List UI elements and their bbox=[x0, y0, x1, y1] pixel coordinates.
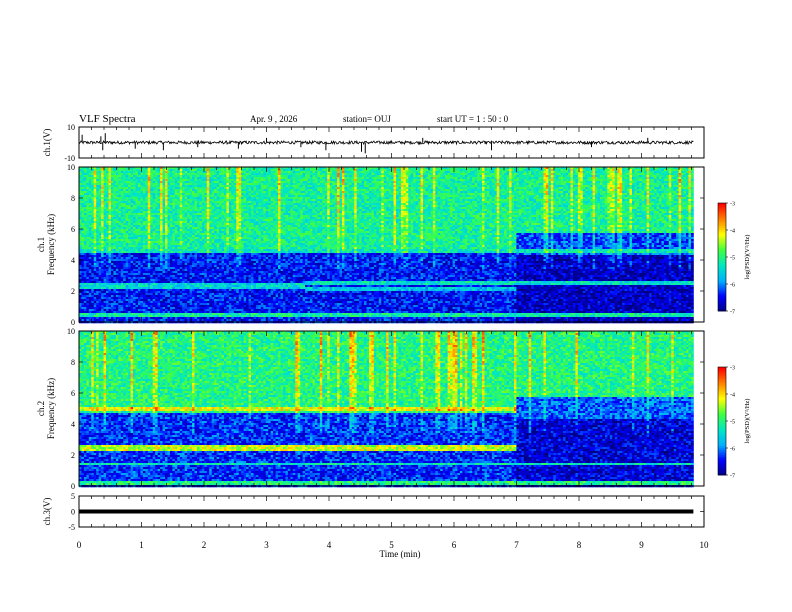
ch2-colorbar: -3 -4 -5 -6 -7 log(PSD)(V²/Hz) bbox=[718, 366, 751, 480]
time-tick-label: 7 bbox=[514, 540, 519, 550]
spectrogram-ylabel-frequency: Frequency (kHz) bbox=[46, 214, 56, 275]
colorbar-tick-label: -5 bbox=[730, 256, 735, 262]
ch3-ylabel: ch.3(V) bbox=[42, 498, 52, 526]
colorbar-tick-label: -5 bbox=[730, 420, 735, 426]
time-axis-label: Time (min) bbox=[380, 549, 421, 559]
colorbar-tick-label: -3 bbox=[730, 202, 735, 208]
spectrogram-ylabel-frequency: Frequency (kHz) bbox=[46, 378, 56, 439]
ch1-trace bbox=[79, 141, 693, 144]
frequency-tick-label: 8 bbox=[71, 358, 75, 367]
frequency-tick-label: 0 bbox=[71, 482, 75, 491]
frequency-tick-label: 10 bbox=[67, 163, 75, 172]
ch3-y-tick-label: 0 bbox=[71, 508, 75, 517]
figure-title: VLF Spectra bbox=[79, 113, 136, 125]
time-tick-label: 9 bbox=[639, 540, 644, 550]
time-tick-label: 8 bbox=[577, 540, 582, 550]
frequency-tick-label: 6 bbox=[71, 389, 75, 398]
frequency-tick-label: 10 bbox=[67, 327, 75, 336]
time-tick-label: 4 bbox=[327, 540, 332, 550]
ch1-colorbar: -3 -4 -5 -6 -7 log(PSD)(V²/Hz) bbox=[718, 202, 751, 316]
spectrogram-cells bbox=[79, 331, 694, 487]
frequency-tick-label: 0 bbox=[71, 318, 75, 327]
station-label: station= OUJ bbox=[343, 114, 391, 124]
ch3-y-tick-label: -5 bbox=[68, 523, 75, 532]
time-tick-label: 6 bbox=[452, 540, 457, 550]
time-tick-label: 2 bbox=[202, 540, 207, 550]
frequency-tick-label: 2 bbox=[71, 451, 75, 460]
colorbar-tick-label: -3 bbox=[730, 366, 735, 372]
spectrogram-ylabel-channel: ch.2 bbox=[36, 401, 46, 416]
colorbar-tick-label: -4 bbox=[730, 229, 735, 235]
ch1-spectrogram-panel: 0 2 4 6 8 10 ch.1 Frequency (kHz) bbox=[36, 163, 704, 327]
frequency-tick-label: 8 bbox=[71, 194, 75, 203]
frequency-tick-label: 4 bbox=[71, 420, 75, 429]
colorbar-tick-label: -6 bbox=[730, 447, 735, 453]
ch1-waveform-panel: 10 -10 ch.1(V) bbox=[42, 123, 704, 163]
time-tick-label: 0 bbox=[77, 540, 82, 550]
ch1-y-tick-label: 10 bbox=[67, 123, 75, 132]
date-label: Apr. 9 , 2026 bbox=[250, 114, 298, 124]
ch3-y-tick-label: 5 bbox=[71, 492, 75, 501]
colorbar-tick-label: -6 bbox=[730, 283, 735, 289]
ch1-y-tick-label: -10 bbox=[64, 154, 75, 163]
time-tick-label: 1 bbox=[139, 540, 144, 550]
colorbar-tick-label: -4 bbox=[730, 393, 735, 399]
time-tick-label: 10 bbox=[700, 540, 710, 550]
colorbar-tick-label: -7 bbox=[730, 474, 735, 480]
ch3-waveform-panel: 5 0 -5 ch.3(V) bbox=[42, 492, 704, 532]
frequency-tick-label: 2 bbox=[71, 287, 75, 296]
frequency-tick-label: 4 bbox=[71, 256, 75, 265]
colorbar-label: log(PSD)(V²/Hz) bbox=[744, 235, 751, 280]
time-tick-label: 3 bbox=[264, 540, 269, 550]
colorbar-tick-label: -7 bbox=[730, 310, 735, 316]
spectrogram-cells bbox=[79, 167, 694, 323]
start-time-label: start UT = 1 : 50 : 0 bbox=[437, 114, 509, 124]
spectrogram-ylabel-channel: ch.1 bbox=[36, 237, 46, 252]
ch2-spectrogram-panel: 0 2 4 6 8 10 ch.2 Frequency (kHz) bbox=[36, 327, 704, 491]
frequency-tick-label: 6 bbox=[71, 225, 75, 234]
colorbar-label: log(PSD)(V²/Hz) bbox=[744, 399, 751, 444]
ch1-ylabel: ch.1(V) bbox=[42, 129, 52, 157]
